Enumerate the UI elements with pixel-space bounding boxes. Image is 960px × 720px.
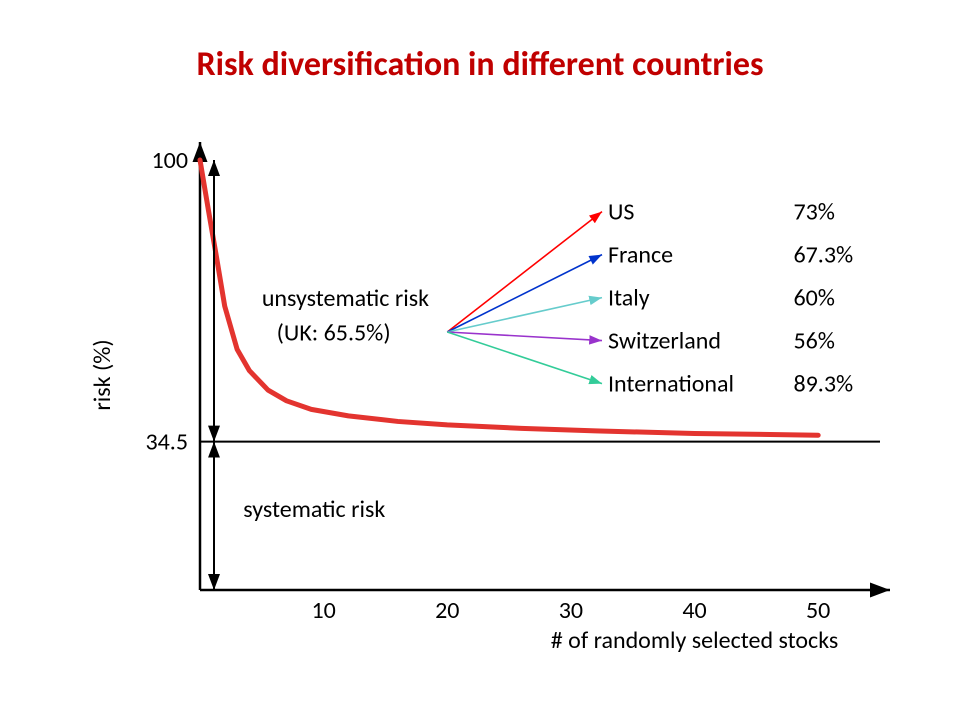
- country-percent: 73%: [793, 198, 834, 227]
- country-percent: 56%: [793, 327, 834, 356]
- y-axis-label: risk (%): [88, 339, 117, 410]
- country-percent: 60%: [793, 284, 834, 313]
- country-percent: 89.3%: [793, 370, 853, 399]
- y-tick-label: 100: [152, 146, 189, 175]
- x-tick-label: 30: [559, 596, 583, 625]
- country-name: Switzerland: [608, 327, 721, 356]
- x-axis-label: # of randomly selected stocks: [551, 626, 838, 655]
- country-name: France: [608, 241, 673, 270]
- chart-container: 34.5 100 10 20 30 40 50 risk (%) # of randomly s…: [80, 130, 900, 670]
- country-percent: 67.3%: [793, 241, 853, 270]
- country-name: International: [608, 370, 734, 399]
- x-tick-label: 40: [682, 596, 706, 625]
- x-tick-label: 20: [435, 596, 459, 625]
- country-arrow: [447, 212, 602, 332]
- unsystematic-risk-sublabel: (UK: 65.5%): [277, 319, 391, 348]
- country-name: Italy: [608, 284, 650, 313]
- systematic-risk-label: systematic risk: [243, 495, 385, 524]
- x-tick-label: 50: [806, 596, 830, 625]
- risk-diversification-chart: 34.5 100 10 20 30 40 50 risk (%) # of randomly s…: [80, 130, 900, 670]
- slide-title: Risk diversification in different countr…: [0, 44, 960, 85]
- x-tick-label: 10: [311, 596, 335, 625]
- y-tick-label: 34.5: [145, 428, 188, 457]
- unsystematic-risk-label: unsystematic risk: [262, 284, 429, 313]
- country-arrow: [447, 255, 602, 332]
- country-name: US: [608, 198, 634, 227]
